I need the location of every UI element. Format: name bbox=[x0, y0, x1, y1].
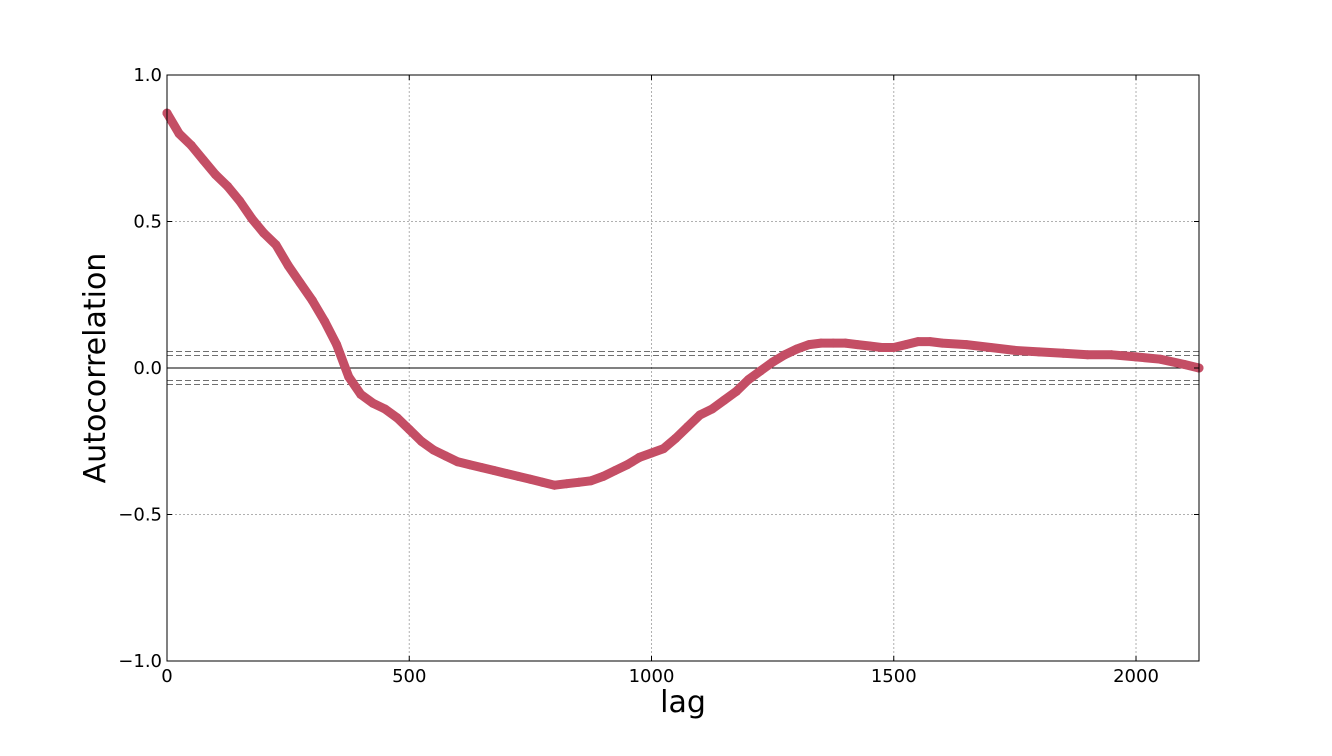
data-point bbox=[574, 477, 584, 487]
data-point bbox=[622, 460, 632, 470]
data-point bbox=[647, 448, 656, 458]
data-point bbox=[768, 357, 778, 367]
data-point bbox=[659, 444, 669, 454]
x-tick-label: 500 bbox=[392, 666, 426, 687]
data-point bbox=[259, 228, 269, 238]
data-point bbox=[404, 425, 414, 434]
data-point bbox=[683, 422, 693, 432]
y-tick-label: −1.0 bbox=[118, 651, 162, 672]
data-point bbox=[707, 404, 717, 414]
data-point bbox=[828, 338, 838, 348]
data-point bbox=[562, 479, 572, 489]
data-point bbox=[901, 340, 911, 350]
data-point bbox=[1180, 360, 1189, 369]
data-point bbox=[634, 452, 644, 462]
data-point bbox=[756, 366, 765, 376]
y-axis-label: Autocorrelation bbox=[78, 253, 113, 484]
data-point bbox=[1155, 354, 1165, 364]
data-point bbox=[913, 337, 923, 347]
data-point bbox=[889, 343, 899, 352]
data-point bbox=[610, 466, 620, 475]
data-point bbox=[852, 340, 862, 350]
data-point bbox=[586, 476, 596, 486]
y-tick-label: 0.5 bbox=[133, 212, 162, 233]
data-point bbox=[441, 451, 451, 461]
x-tick-label: 2000 bbox=[1113, 666, 1159, 687]
data-point bbox=[295, 278, 305, 288]
axis-ticks: 0 500 1000 1500 2000 1.0 0.5 0.0 −0.5 −1.0 bbox=[118, 65, 1199, 687]
data-point bbox=[1131, 352, 1141, 362]
data-point bbox=[513, 471, 523, 481]
data-point bbox=[804, 340, 814, 350]
data-point bbox=[477, 463, 487, 473]
data-point bbox=[174, 129, 184, 139]
x-axis-label: lag bbox=[660, 685, 706, 720]
data-point bbox=[743, 375, 753, 385]
data-point bbox=[247, 214, 257, 224]
data-point bbox=[368, 398, 378, 408]
data-point bbox=[925, 337, 935, 347]
data-point bbox=[429, 445, 438, 455]
data-point bbox=[961, 340, 971, 350]
data-point bbox=[598, 471, 608, 481]
series-layer bbox=[162, 108, 1204, 490]
data-point bbox=[780, 350, 790, 360]
data-point bbox=[356, 389, 366, 399]
data-point bbox=[671, 433, 681, 443]
x-tick-label: 1500 bbox=[871, 666, 917, 687]
y-tick-label: −0.5 bbox=[118, 505, 162, 526]
data-point bbox=[320, 316, 329, 326]
data-point bbox=[332, 340, 342, 350]
x-tick-label: 1000 bbox=[629, 666, 675, 687]
data-point bbox=[792, 344, 802, 354]
data-point bbox=[380, 404, 390, 414]
data-point bbox=[198, 155, 208, 165]
data-point bbox=[1058, 348, 1068, 358]
data-point bbox=[840, 338, 850, 348]
data-point bbox=[865, 341, 874, 351]
data-point bbox=[186, 140, 196, 150]
series-line-0 bbox=[162, 108, 1204, 490]
data-point bbox=[1083, 350, 1093, 360]
data-point bbox=[283, 260, 293, 270]
data-point bbox=[416, 436, 426, 446]
data-point bbox=[1034, 347, 1044, 357]
data-point bbox=[731, 386, 741, 396]
data-point bbox=[937, 338, 947, 348]
data-point bbox=[501, 469, 511, 478]
y-tick-label: 1.0 bbox=[133, 65, 162, 86]
x-tick-label: 0 bbox=[161, 666, 172, 687]
data-point bbox=[525, 474, 535, 484]
data-point bbox=[344, 372, 354, 382]
data-point bbox=[986, 343, 996, 352]
data-point bbox=[489, 466, 499, 475]
data-point bbox=[719, 395, 729, 405]
data-point bbox=[392, 413, 402, 423]
data-point bbox=[271, 240, 281, 250]
y-tick-label: 0.0 bbox=[133, 358, 162, 379]
data-point bbox=[877, 343, 887, 352]
data-point bbox=[453, 457, 463, 467]
data-point bbox=[211, 170, 220, 180]
data-point bbox=[465, 460, 475, 470]
data-point bbox=[816, 338, 826, 348]
data-point bbox=[1107, 350, 1117, 360]
data-point bbox=[307, 296, 317, 306]
data-point bbox=[550, 480, 560, 490]
data-point bbox=[1010, 345, 1020, 355]
data-point bbox=[695, 410, 705, 420]
data-point bbox=[235, 196, 245, 206]
data-point bbox=[223, 181, 233, 191]
data-point bbox=[538, 477, 547, 487]
